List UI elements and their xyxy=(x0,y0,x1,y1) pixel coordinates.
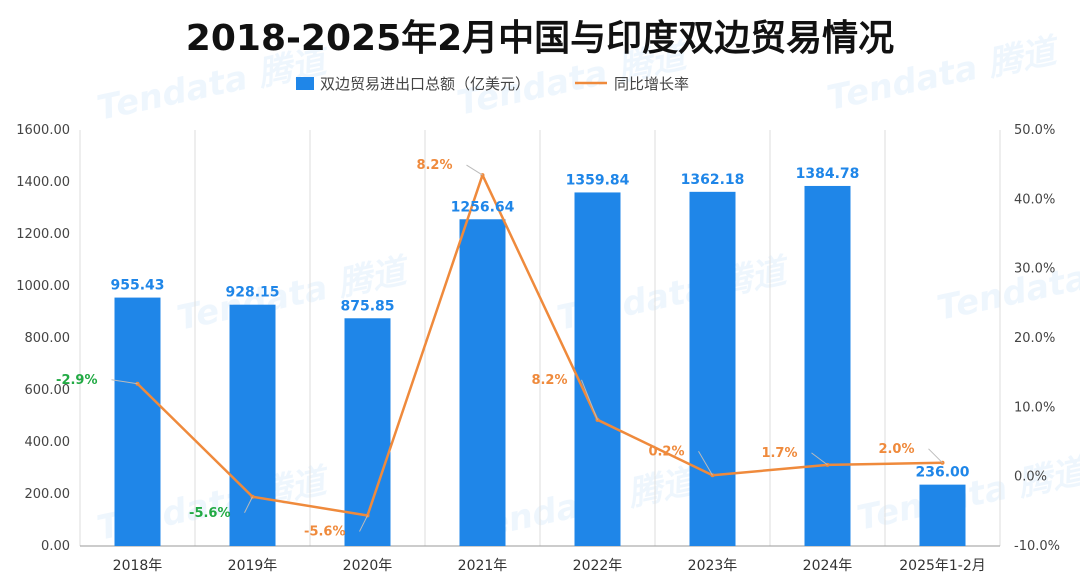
label-leader-line xyxy=(698,451,713,476)
growth-rate-label: 8.2% xyxy=(416,158,452,173)
bar xyxy=(229,304,276,546)
watermark-text: Tendata 腾道 xyxy=(934,240,1080,328)
y-right-tick-label: 10.0% xyxy=(1014,400,1055,415)
y-left-tick-label: 800.00 xyxy=(25,331,71,346)
y-right-tick-label: -10.0% xyxy=(1014,539,1060,554)
bar-value-label: 928.15 xyxy=(225,285,279,301)
label-leader-line xyxy=(811,452,828,466)
growth-rate-label: 0.2% xyxy=(648,444,684,459)
growth-rate-label: -5.6% xyxy=(189,506,230,521)
legend-bar-swatch xyxy=(296,77,314,90)
y-right-tick-label: 40.0% xyxy=(1014,192,1055,207)
bar-value-label: 1359.84 xyxy=(566,172,630,188)
x-tick-label: 2025年1-2月 xyxy=(899,558,986,574)
bar xyxy=(574,192,621,547)
y-left-tick-label: 400.00 xyxy=(25,435,71,450)
y-right-tick-label: 50.0% xyxy=(1014,123,1055,138)
bar-value-label: 1384.78 xyxy=(796,166,860,182)
label-leader-line xyxy=(928,448,943,464)
growth-rate-label: -5.6% xyxy=(304,524,345,539)
growth-rate-label: 1.7% xyxy=(761,446,797,461)
label-leader-line xyxy=(111,379,138,385)
bar-value-label: 1362.18 xyxy=(681,172,745,188)
grid xyxy=(79,130,1001,546)
data-labels: 955.43 928.15 875.85 1256.64 1359.84 1362.18 1… xyxy=(56,158,970,539)
x-tick-label: 2023年 xyxy=(688,558,738,574)
x-tick-label: 2022年 xyxy=(573,558,623,574)
label-leader-line xyxy=(466,164,483,176)
x-tick-label: 2018年 xyxy=(113,558,163,574)
bar-value-label: 955.43 xyxy=(110,278,164,294)
bar xyxy=(689,191,736,547)
bar-value-label: 875.85 xyxy=(340,298,394,314)
legend: 双边贸易进出口总额（亿美元） 同比增长率 xyxy=(296,75,689,93)
y-left-tick-label: 1200.00 xyxy=(16,227,70,242)
bar-value-label: 236.00 xyxy=(915,465,969,481)
x-tick-label: 2021年 xyxy=(458,558,508,574)
y-left-tick-label: 1400.00 xyxy=(16,175,70,190)
y-right-tick-label: 0.0% xyxy=(1014,470,1047,485)
x-tick-label: 2020年 xyxy=(343,558,393,574)
bar xyxy=(459,219,506,546)
y-left-tick-label: 0.00 xyxy=(41,539,70,554)
label-leader-line xyxy=(581,379,598,420)
y-left-tick-label: 200.00 xyxy=(25,487,71,502)
bar xyxy=(114,297,161,546)
x-tick-label: 2024年 xyxy=(803,558,853,574)
label-leader-line xyxy=(359,515,368,532)
y-left-tick-label: 1000.00 xyxy=(16,279,70,294)
bar-value-label: 1256.64 xyxy=(451,199,515,215)
bar xyxy=(804,185,851,546)
bar xyxy=(344,318,391,546)
legend-line-label: 同比增长率 xyxy=(614,75,689,93)
y-left-tick-label: 600.00 xyxy=(25,383,71,398)
label-leader-line xyxy=(244,496,253,513)
growth-rate-label: 8.2% xyxy=(531,373,567,388)
legend-bar-label: 双边贸易进出口总额（亿美元） xyxy=(320,75,530,93)
growth-rate-label: 2.0% xyxy=(878,442,914,457)
x-tick-label: 2019年 xyxy=(228,558,278,574)
y-right-tick-label: 20.0% xyxy=(1014,331,1055,346)
growth-line xyxy=(136,173,943,517)
bar-series xyxy=(114,185,966,547)
bar xyxy=(919,484,966,546)
chart-title: 2018-2025年2月中国与印度双边贸易情况 xyxy=(186,18,894,59)
growth-rate-label: -2.9% xyxy=(56,373,97,388)
y-right-tick-label: 30.0% xyxy=(1014,262,1055,277)
y-left-tick-label: 1600.00 xyxy=(16,123,70,138)
